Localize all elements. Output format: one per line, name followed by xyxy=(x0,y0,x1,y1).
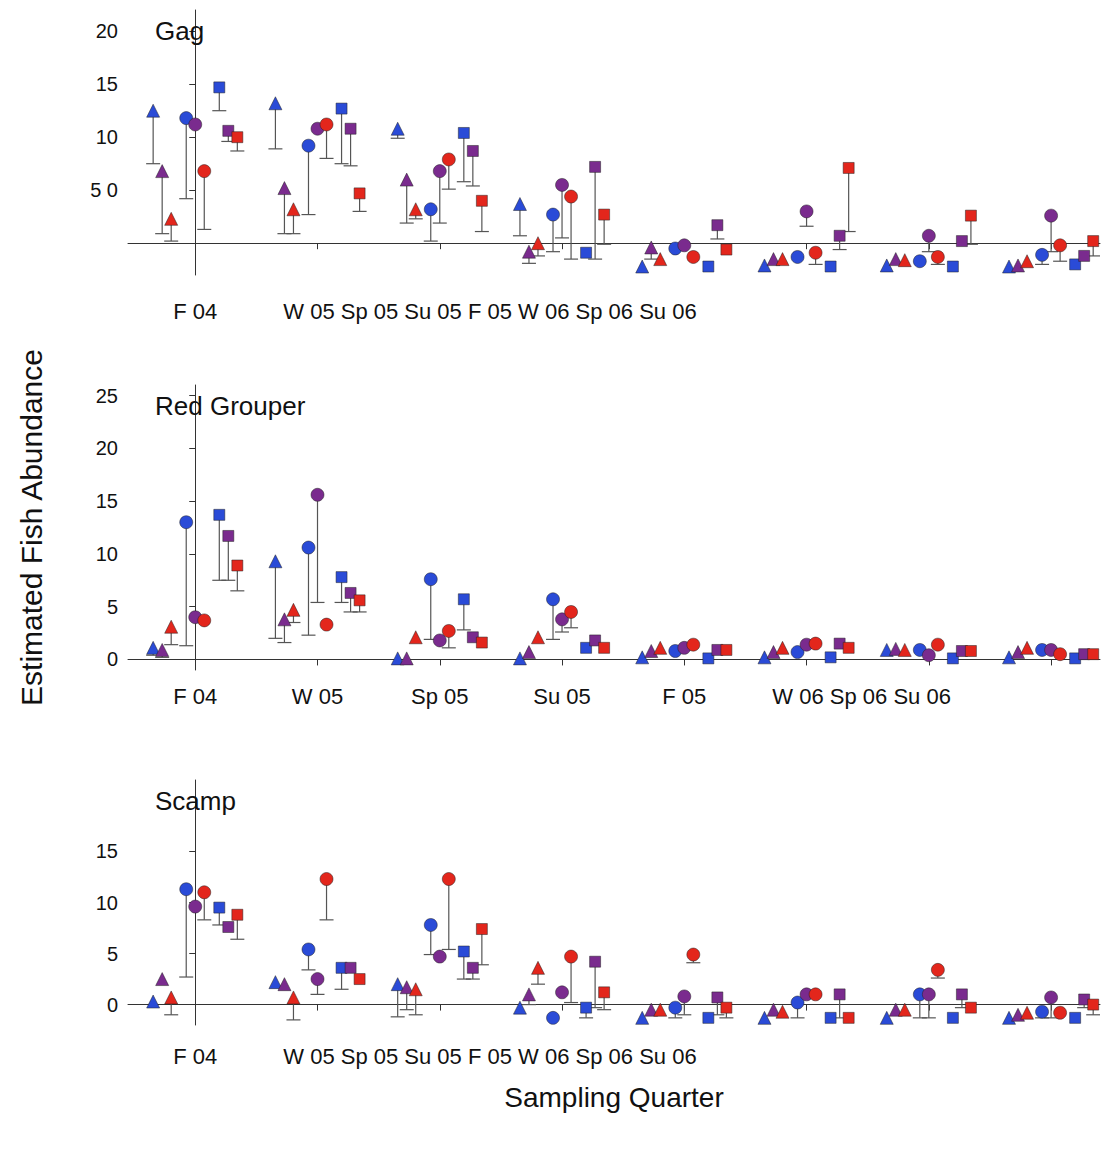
svg-text:Gag: Gag xyxy=(155,16,204,46)
svg-text:0: 0 xyxy=(107,994,118,1016)
svg-text:20: 20 xyxy=(96,20,118,42)
svg-text:W 05 Sp 05 Su 05 F 05 W 06 Sp: W 05 Sp 05 Su 05 F 05 W 06 Sp 06 Su 06 xyxy=(283,1044,696,1069)
svg-text:10: 10 xyxy=(96,126,118,148)
svg-text:20: 20 xyxy=(96,437,118,459)
svg-text:F 04: F 04 xyxy=(173,684,217,709)
svg-text:15: 15 xyxy=(96,73,118,95)
svg-text:Estimated Fish Abundance: Estimated Fish Abundance xyxy=(15,349,48,706)
svg-text:10: 10 xyxy=(96,892,118,914)
svg-text:25: 25 xyxy=(96,385,118,407)
svg-text:Sp 05: Sp 05 xyxy=(411,684,469,709)
svg-text:Su 05: Su 05 xyxy=(533,684,591,709)
svg-text:10: 10 xyxy=(96,543,118,565)
svg-text:0: 0 xyxy=(107,648,118,670)
svg-text:F 05: F 05 xyxy=(662,684,706,709)
svg-text:F 04: F 04 xyxy=(173,299,217,324)
svg-text:5 0: 5 0 xyxy=(90,179,118,201)
svg-text:15: 15 xyxy=(96,490,118,512)
svg-text:W 05 Sp 05 Su 05 F 05 W 06 Sp: W 05 Sp 05 Su 05 F 05 W 06 Sp 06 Su 06 xyxy=(283,299,696,324)
svg-text:W 05: W 05 xyxy=(292,684,343,709)
svg-text:5: 5 xyxy=(107,943,118,965)
svg-text:15: 15 xyxy=(96,840,118,862)
svg-text:Sampling Quarter: Sampling Quarter xyxy=(504,1082,723,1113)
svg-text:5: 5 xyxy=(107,596,118,618)
svg-text:Scamp: Scamp xyxy=(155,786,236,816)
svg-text:Red Grouper: Red Grouper xyxy=(155,391,306,421)
svg-text:W 06 Sp 06 Su 06: W 06 Sp 06 Su 06 xyxy=(772,684,951,709)
svg-text:F 04: F 04 xyxy=(173,1044,217,1069)
